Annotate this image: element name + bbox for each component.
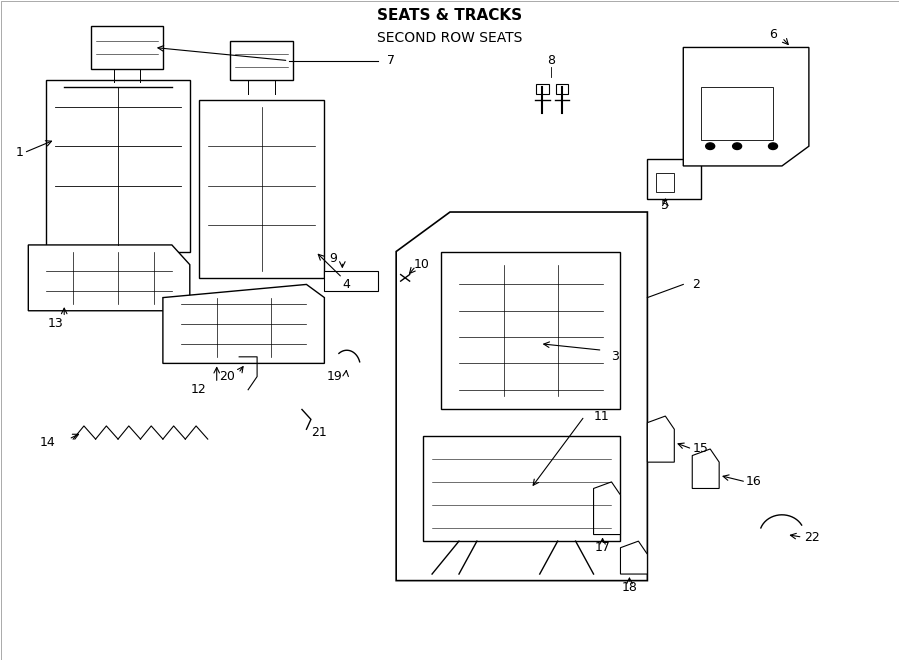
Bar bbox=[701, 87, 773, 139]
Bar bbox=[91, 26, 163, 69]
Text: 19: 19 bbox=[327, 370, 342, 383]
Text: 16: 16 bbox=[746, 475, 761, 488]
Text: 2: 2 bbox=[692, 278, 700, 291]
Polygon shape bbox=[396, 212, 647, 580]
Polygon shape bbox=[683, 48, 809, 166]
Circle shape bbox=[733, 143, 742, 149]
Polygon shape bbox=[324, 271, 378, 291]
Bar bbox=[656, 173, 674, 192]
Text: SEATS & TRACKS: SEATS & TRACKS bbox=[377, 8, 523, 23]
Circle shape bbox=[706, 143, 715, 149]
Text: 8: 8 bbox=[547, 54, 555, 67]
Text: 11: 11 bbox=[594, 410, 609, 422]
Bar bbox=[536, 84, 549, 94]
Polygon shape bbox=[692, 449, 719, 488]
Bar bbox=[647, 159, 701, 199]
Text: SECOND ROW SEATS: SECOND ROW SEATS bbox=[377, 31, 523, 45]
Polygon shape bbox=[594, 482, 620, 535]
Text: 6: 6 bbox=[770, 28, 777, 41]
Polygon shape bbox=[647, 416, 674, 462]
Polygon shape bbox=[620, 541, 647, 574]
Text: 3: 3 bbox=[611, 350, 619, 364]
Text: 10: 10 bbox=[414, 258, 430, 271]
Bar bbox=[423, 436, 620, 541]
Text: 17: 17 bbox=[595, 541, 610, 554]
Bar bbox=[556, 84, 569, 94]
Polygon shape bbox=[28, 245, 190, 311]
Circle shape bbox=[769, 143, 778, 149]
Text: 21: 21 bbox=[310, 426, 327, 439]
Bar bbox=[230, 41, 293, 81]
Text: 22: 22 bbox=[805, 531, 820, 545]
Text: 18: 18 bbox=[622, 581, 637, 594]
Text: 1: 1 bbox=[15, 146, 23, 159]
Text: 14: 14 bbox=[40, 436, 55, 449]
Bar bbox=[441, 252, 620, 409]
Text: 13: 13 bbox=[48, 317, 63, 330]
Text: 15: 15 bbox=[692, 442, 708, 455]
Text: 12: 12 bbox=[191, 383, 207, 396]
Text: 5: 5 bbox=[662, 199, 670, 212]
Polygon shape bbox=[199, 100, 324, 278]
Text: 20: 20 bbox=[219, 370, 235, 383]
Text: 4: 4 bbox=[342, 278, 350, 291]
Text: 9: 9 bbox=[329, 252, 338, 264]
Text: 7: 7 bbox=[387, 54, 395, 67]
Polygon shape bbox=[163, 284, 324, 364]
Polygon shape bbox=[46, 81, 190, 252]
